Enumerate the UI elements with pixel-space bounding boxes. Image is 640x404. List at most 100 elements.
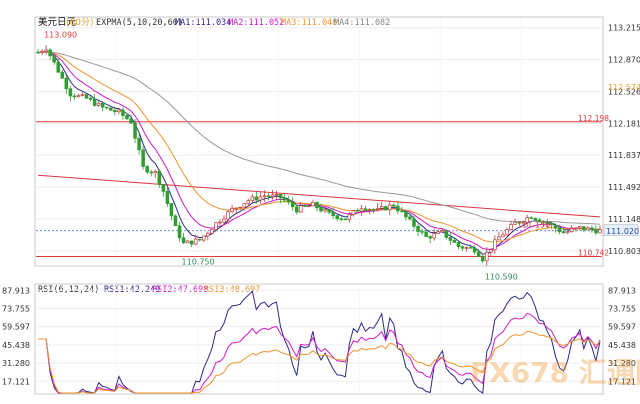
candle-body	[586, 227, 590, 231]
candle-body	[561, 231, 566, 234]
rsi-gridlines	[36, 289, 602, 382]
rsi-tick-label-right: 45.438	[608, 341, 636, 350]
watermark: FX678 汇通网	[470, 356, 640, 389]
rsi-lines	[38, 290, 601, 394]
candle-body	[440, 230, 445, 233]
current-price-box	[603, 224, 639, 237]
candle-body	[472, 247, 477, 253]
symbol-label: 美元日元	[38, 16, 77, 28]
rsi-tick-label-left: 87.913	[2, 286, 30, 295]
rsi-tick-label-right: 59.597	[608, 323, 636, 332]
candle-body	[238, 206, 242, 209]
ma3-line	[37, 51, 601, 243]
candle-body	[327, 209, 331, 213]
candle-body	[129, 118, 133, 124]
candle-body	[100, 102, 105, 108]
candle-body	[290, 201, 295, 208]
candle-body	[266, 195, 271, 197]
candle-body	[52, 55, 56, 63]
candle-body	[157, 170, 162, 185]
candle-body	[226, 211, 230, 220]
level-label: 112.198	[578, 114, 609, 123]
price-annotation: 111.150	[517, 221, 550, 230]
candle-body	[145, 166, 149, 173]
candle-body	[444, 230, 449, 238]
candle-body	[161, 184, 166, 192]
candle-body	[383, 206, 388, 211]
candle-body	[355, 210, 360, 212]
candlestick-series	[36, 45, 602, 266]
period-label: (60分)	[66, 17, 93, 28]
candle-body	[505, 229, 509, 236]
rsi-tick-label-right: 17.121	[608, 377, 636, 386]
candle-body	[452, 240, 457, 243]
candle-body	[420, 231, 424, 233]
ma3-label: MA3:111.048	[281, 18, 337, 28]
candle-body	[250, 196, 255, 201]
candle-body	[501, 234, 505, 238]
rsi1-line	[38, 290, 601, 394]
candle-body	[109, 107, 113, 111]
candle-body	[177, 225, 182, 239]
candle-body	[68, 88, 73, 97]
candle-body	[363, 208, 368, 211]
current-price-label: 111.020	[606, 227, 639, 236]
candle-body	[339, 218, 344, 220]
rsi-tick-label-right: 73.755	[608, 304, 636, 313]
candle-body	[351, 210, 356, 215]
candle-body	[96, 102, 101, 106]
candle-body	[218, 221, 222, 224]
watermark-text: FX678 汇通网	[470, 356, 640, 389]
candle-body	[153, 170, 158, 173]
candle-body	[104, 106, 109, 109]
candle-body	[121, 109, 125, 116]
candle-body	[242, 203, 246, 208]
candle-body	[214, 222, 218, 230]
price-tick-label: 111.837	[608, 151, 640, 160]
candle-body	[480, 256, 485, 262]
candle-body	[428, 236, 432, 239]
candle-body	[371, 209, 376, 211]
candle-body	[331, 211, 335, 217]
candle-body	[489, 249, 493, 253]
price-annotations: 113.090 110.750 110.590 111.150	[44, 30, 550, 281]
candle-body	[274, 193, 279, 196]
candle-body	[117, 109, 121, 113]
candle-body	[525, 217, 529, 223]
candle-body	[529, 217, 534, 219]
candle-body	[565, 231, 570, 234]
candle-body	[537, 219, 542, 223]
candle-body	[533, 217, 538, 221]
ma2-line	[37, 51, 600, 250]
candle-body	[254, 196, 259, 201]
candle-body	[246, 200, 251, 205]
price-panel[interactable]	[34, 16, 604, 267]
candle-body	[44, 49, 48, 52]
candle-body	[294, 206, 299, 213]
candle-body	[189, 240, 194, 245]
candle-body	[577, 226, 582, 229]
candle-body	[557, 227, 562, 233]
price-tick-label: 112.870	[608, 56, 640, 65]
candle-body	[549, 223, 554, 226]
candle-body	[234, 207, 238, 210]
price-tick-label: 112.526	[608, 87, 640, 96]
price-header: 美元日元 (60分) EXPMA(5,10,20,60) MA1:111.034…	[38, 16, 390, 28]
candle-body	[323, 209, 327, 212]
candle-body	[541, 221, 546, 223]
rsi-tick-label-left: 17.121	[2, 377, 30, 386]
price-tick-label: 111.148	[608, 215, 640, 224]
rsi-axis: 87.913 87.913 73.755 73.755 59.597 59.597 45.4…	[2, 286, 636, 386]
candle-body	[594, 229, 598, 234]
candle-body	[206, 232, 210, 237]
candle-body	[262, 195, 267, 198]
trend-line	[37, 174, 601, 218]
rsi-tick-label-left: 73.755	[2, 304, 30, 313]
rsi-tick-label-left: 31.280	[2, 359, 30, 368]
price-annotation: 113.090	[44, 30, 77, 39]
price-tick-label: 113.215	[608, 24, 640, 33]
candle-body	[493, 239, 497, 251]
candle-body	[270, 194, 275, 197]
candle-body	[92, 98, 97, 106]
